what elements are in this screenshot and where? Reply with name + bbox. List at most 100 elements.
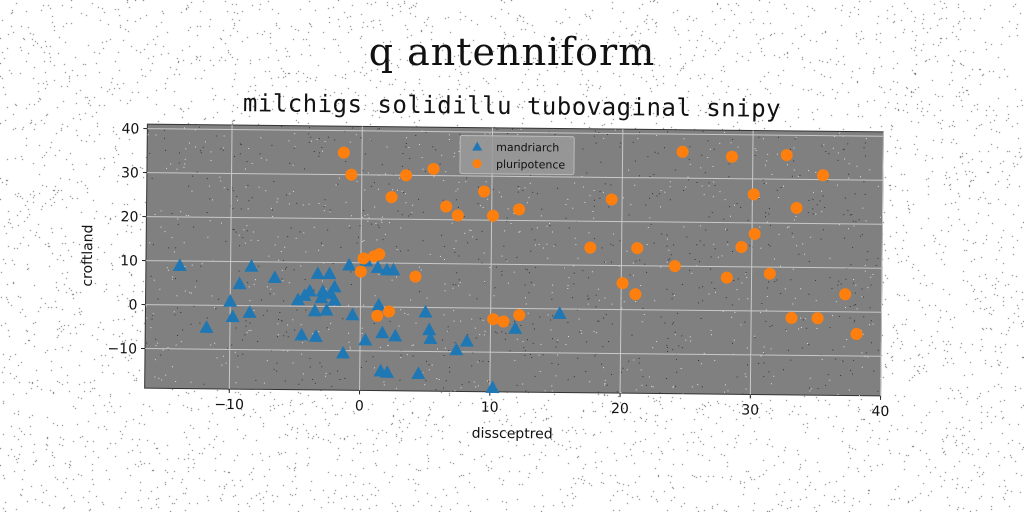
data-point-mandriarch — [327, 279, 342, 293]
data-point-pluripotence — [839, 288, 852, 301]
data-point-mandriarch — [319, 302, 334, 316]
y-gridline — [145, 304, 882, 313]
data-point-mandriarch — [310, 266, 325, 280]
data-point-mandriarch — [302, 283, 317, 297]
data-point-mandriarch — [199, 320, 214, 333]
legend-box — [459, 134, 575, 176]
data-point-pluripotence — [478, 185, 491, 198]
y-tick-label: 40 — [121, 121, 139, 137]
data-point-pluripotence — [763, 267, 776, 280]
data-point-pluripotence — [605, 193, 618, 206]
data-point-mandriarch — [508, 321, 523, 334]
data-point-pluripotence — [486, 209, 499, 222]
y-axis-label: croftland — [80, 224, 97, 286]
data-point-mandriarch — [342, 257, 357, 271]
series-pluripotence — [337, 145, 863, 341]
data-point-pluripotence — [676, 145, 689, 158]
plot-group: −10 0 10 20 30 40 −10 0 10 20 30 40 dissceptred croft… — [80, 121, 890, 443]
data-point-pluripotence — [451, 209, 464, 222]
data-point-mandriarch — [267, 270, 282, 283]
data-point-mandriarch — [307, 303, 322, 317]
data-point-mandriarch — [314, 290, 329, 304]
x-tick-label: 0 — [355, 398, 364, 414]
x-gridline — [749, 130, 754, 395]
x-gridline — [228, 125, 233, 390]
data-point-pluripotence — [497, 315, 510, 328]
data-point-mandriarch — [370, 260, 385, 274]
data-point-mandriarch — [232, 276, 247, 290]
y-tick-label: −10 — [107, 341, 137, 357]
data-point-mandriarch — [172, 258, 187, 271]
data-point-pluripotence — [371, 309, 384, 322]
data-point-mandriarch — [418, 304, 433, 318]
figure-suptitle: q antenniform — [368, 30, 656, 74]
x-gridline — [880, 131, 884, 396]
data-point-mandriarch — [327, 292, 342, 306]
legend-label-mandriarch: mandriarch — [496, 141, 559, 155]
data-point-pluripotence — [513, 309, 526, 322]
data-point-mandriarch — [225, 309, 240, 323]
data-point-pluripotence — [720, 271, 733, 284]
data-point-mandriarch — [358, 332, 373, 346]
x-tick-label: 20 — [611, 401, 629, 417]
data-point-pluripotence — [373, 248, 386, 261]
data-point-pluripotence — [487, 313, 500, 326]
data-point-mandriarch — [244, 259, 259, 272]
legend-label-pluripotence: pluripotence — [496, 158, 566, 172]
data-point-pluripotence — [440, 200, 453, 213]
data-point-mandriarch — [335, 345, 350, 359]
data-point-mandriarch — [388, 328, 403, 342]
y-gridline — [145, 260, 882, 269]
x-tick-label: 30 — [741, 402, 759, 418]
y-tick-label: 30 — [121, 165, 139, 181]
x-tick-label: −10 — [214, 397, 244, 413]
data-point-pluripotence — [357, 252, 370, 265]
data-point-mandriarch — [422, 322, 437, 336]
data-point-pluripotence — [629, 288, 642, 301]
data-point-pluripotence — [337, 146, 350, 159]
y-gridline — [147, 128, 884, 137]
y-gridline — [146, 216, 883, 225]
data-point-pluripotence — [383, 305, 396, 318]
data-point-pluripotence — [584, 241, 597, 254]
data-point-pluripotence — [725, 150, 738, 163]
data-point-pluripotence — [790, 201, 803, 214]
data-point-pluripotence — [427, 162, 440, 175]
data-point-pluripotence — [345, 168, 358, 181]
data-point-pluripotence — [850, 328, 863, 341]
data-point-pluripotence — [616, 277, 629, 290]
data-point-mandriarch — [290, 292, 305, 306]
data-point-mandriarch — [411, 366, 426, 380]
x-tick-label: 40 — [871, 404, 889, 420]
legend-marker-mandriarch — [472, 141, 483, 151]
x-gridline — [619, 129, 624, 394]
x-axis-label: dissceptred — [472, 426, 553, 443]
data-point-mandriarch — [380, 365, 395, 378]
data-point-pluripotence — [747, 188, 760, 201]
data-point-mandriarch — [423, 331, 438, 345]
data-point-pluripotence — [513, 203, 526, 216]
data-point-mandriarch — [386, 262, 401, 276]
data-point-mandriarch — [242, 305, 257, 318]
data-point-pluripotence — [780, 149, 793, 162]
data-point-pluripotence — [354, 265, 367, 278]
y-tick-label: 10 — [120, 253, 138, 269]
data-point-pluripotence — [785, 311, 798, 324]
data-point-mandriarch — [223, 294, 238, 307]
y-tick-label: 20 — [121, 209, 139, 225]
data-point-pluripotence — [748, 227, 761, 240]
x-tick-label: 10 — [481, 400, 499, 416]
data-point-pluripotence — [400, 169, 413, 182]
data-point-pluripotence — [735, 241, 748, 254]
data-point-pluripotence — [409, 270, 422, 283]
data-point-pluripotence — [385, 191, 398, 204]
data-point-mandriarch — [294, 327, 309, 341]
data-point-mandriarch — [308, 329, 323, 342]
data-point-mandriarch — [375, 325, 390, 339]
data-point-mandriarch — [459, 333, 474, 347]
data-point-pluripotence — [816, 169, 829, 182]
legend-marker-pluripotence — [472, 159, 482, 169]
data-point-mandriarch — [345, 307, 360, 321]
y-gridline — [145, 348, 882, 357]
